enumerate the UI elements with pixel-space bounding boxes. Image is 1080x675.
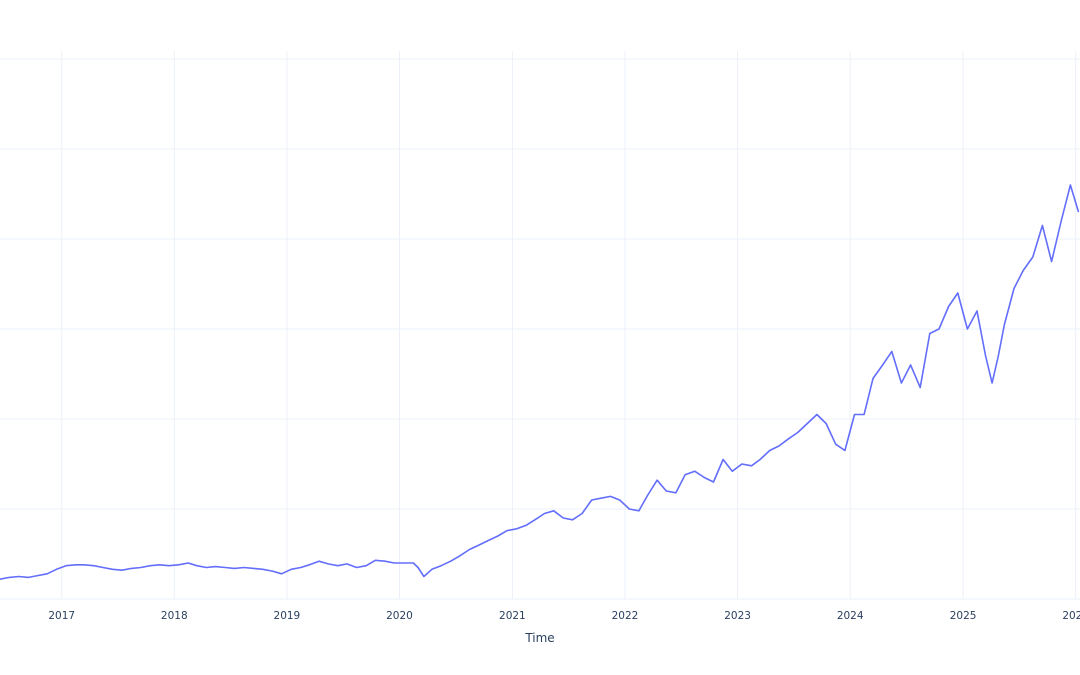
series-line [0,184,1080,580]
x-tick-label: 2025 [950,610,977,622]
x-axis-title: Time [524,631,554,645]
x-tick-label: 2023 [724,610,751,622]
x-tick-label: 2022 [612,610,639,622]
x-tick-label: 2026 [1062,610,1080,622]
x-tick-label: 2020 [386,610,413,622]
x-tick-label: 2021 [499,610,526,622]
x-tick-label: 2018 [161,610,188,622]
x-gridlines [61,51,1077,599]
x-tick-label: 2024 [837,610,864,622]
x-tick-label: 2017 [48,610,75,622]
x-tick-label: 2019 [274,610,301,622]
x-tick-labels: 2017 2018 2019 2020 2021 2022 2023 2024 2025 2026 [48,610,1080,622]
y-gridlines [0,58,1080,600]
